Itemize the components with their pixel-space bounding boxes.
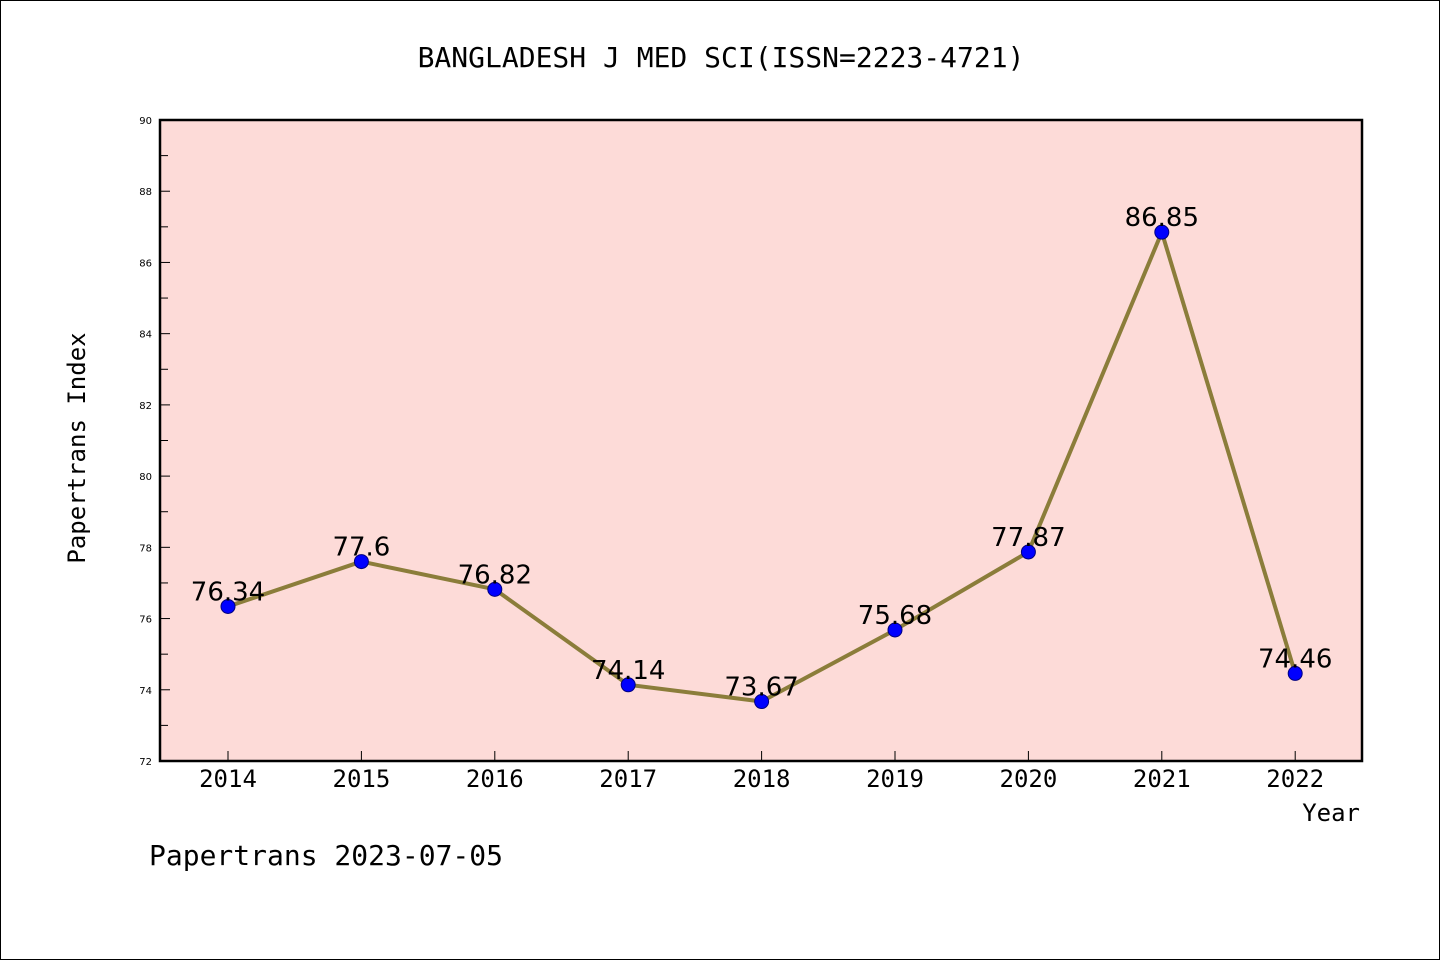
y-tick-label: 74 xyxy=(139,686,152,697)
data-label: 73.67 xyxy=(724,673,798,703)
data-point-marker xyxy=(620,677,636,693)
y-tick-label: 78 xyxy=(139,543,152,554)
x-axis-ticks: 2014 2015 2016 2017 2018 2019 2020 2021 2022 xyxy=(199,751,1324,793)
y-tick-label: 90 xyxy=(139,116,152,127)
data-labels: 76.34 77.6 76.82 74.14 73.67 75.68 77.87 86.85 7… xyxy=(191,203,1333,702)
x-tick-label: 2017 xyxy=(599,765,657,793)
plot-border xyxy=(158,118,1364,763)
data-point-marker xyxy=(353,554,369,570)
data-label: 77.6 xyxy=(332,533,390,563)
data-label: 74.14 xyxy=(591,656,665,686)
data-point-marker xyxy=(1020,544,1036,560)
x-tick-label: 2019 xyxy=(866,765,924,793)
x-tick-label: 2016 xyxy=(466,765,524,793)
x-tick-label: 2021 xyxy=(1133,765,1191,793)
data-point-marker xyxy=(1287,665,1303,681)
x-tick-label: 2022 xyxy=(1266,765,1324,793)
series-layer xyxy=(220,224,1303,710)
y-tick-label: 84 xyxy=(139,330,152,341)
data-point-marker xyxy=(754,694,770,710)
data-label: 76.82 xyxy=(458,560,532,590)
data-point-marker xyxy=(487,581,503,597)
y-axis-ticks: 72 74 76 78 80 82 84 86 88 90 xyxy=(139,116,170,768)
y-tick-label: 76 xyxy=(139,615,152,626)
y-tick-label: 88 xyxy=(139,187,152,198)
data-label: 86.85 xyxy=(1125,203,1199,233)
chart-title: BANGLADESH J MED SCI(ISSN=2223-4721) xyxy=(418,41,1025,74)
data-point-marker xyxy=(220,598,236,614)
data-point-marker xyxy=(887,622,903,638)
x-tick-label: 2018 xyxy=(733,765,791,793)
x-tick-label: 2020 xyxy=(1000,765,1058,793)
y-tick-label: 72 xyxy=(139,757,152,768)
x-tick-label: 2014 xyxy=(199,765,257,793)
data-label: 77.87 xyxy=(991,523,1065,553)
x-tick-label: 2015 xyxy=(333,765,391,793)
x-axis-label: Year xyxy=(1302,799,1360,827)
y-axis-label: Papertrans Index xyxy=(63,332,91,563)
data-label: 75.68 xyxy=(858,601,932,631)
y-tick-label: 82 xyxy=(139,401,152,412)
y-tick-label: 80 xyxy=(139,472,152,483)
y-tick-label: 86 xyxy=(139,258,152,269)
data-label: 74.46 xyxy=(1258,644,1332,674)
footer-caption: Papertrans 2023-07-05 xyxy=(149,839,503,872)
data-point-marker xyxy=(1154,224,1170,240)
data-label: 76.34 xyxy=(191,577,265,607)
